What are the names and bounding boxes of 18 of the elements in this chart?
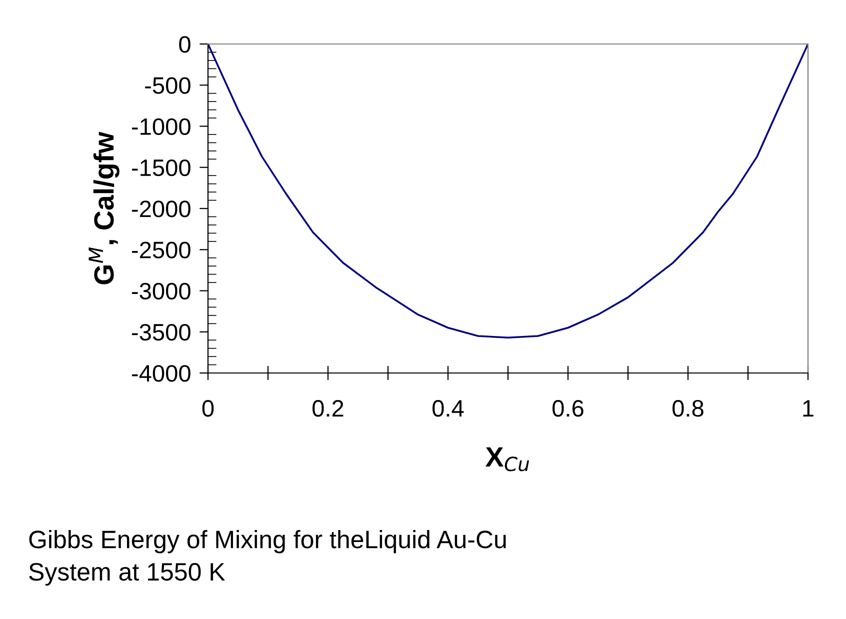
x-tick-label: 1: [803, 400, 814, 416]
y-axis-title: G$^{M}$, Cal/gfw: [88, 132, 120, 284]
x-tick-label: 0.8: [672, 400, 704, 417]
y-tick-label: -3500: [132, 324, 190, 341]
x-tick-label: 0.4: [432, 400, 464, 417]
y-tick-label: -3000: [132, 282, 190, 300]
y-tick-label: -2000: [132, 200, 190, 218]
text: Gibbs Energy of Mixing for theLiquid Au-Cu System at 1550 K: [29, 530, 506, 586]
y-tick-label: -2500: [132, 242, 190, 258]
y-tick-label: -1500: [132, 159, 190, 176]
x-tick-label: 0.2: [312, 400, 344, 417]
y-tick-label: -1000: [132, 118, 190, 136]
y-tick-label: -500: [145, 77, 190, 94]
y-tick-label: 0: [179, 36, 190, 53]
x-axis-title: X$_{Cu}$: [485, 447, 530, 472]
x-tick-label: 0: [202, 400, 214, 417]
x-tick-label: 0.6: [552, 400, 584, 417]
y-tick-label: -4000: [132, 365, 190, 382]
